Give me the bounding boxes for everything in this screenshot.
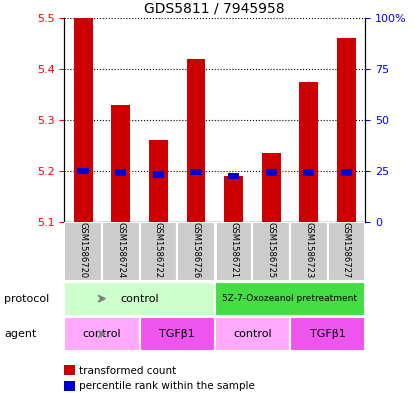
Text: TGFβ1: TGFβ1 xyxy=(310,329,345,339)
Text: TGFβ1: TGFβ1 xyxy=(159,329,195,339)
Text: GSM1586725: GSM1586725 xyxy=(267,222,276,278)
Bar xyxy=(252,222,290,281)
Bar xyxy=(215,222,252,281)
Text: GSM1586720: GSM1586720 xyxy=(78,222,88,278)
Bar xyxy=(153,171,164,178)
Text: control: control xyxy=(233,329,272,339)
Text: GSM1586722: GSM1586722 xyxy=(154,222,163,278)
Bar xyxy=(139,317,215,351)
Bar xyxy=(327,222,365,281)
Bar xyxy=(115,169,127,176)
Bar xyxy=(111,105,130,222)
Text: percentile rank within the sample: percentile rank within the sample xyxy=(79,381,255,391)
Text: GSM1586727: GSM1586727 xyxy=(342,222,351,279)
Bar xyxy=(341,169,352,176)
Text: control: control xyxy=(83,329,121,339)
Text: GSM1586721: GSM1586721 xyxy=(229,222,238,278)
Bar xyxy=(262,153,281,222)
Bar xyxy=(187,59,205,222)
Bar xyxy=(64,222,102,281)
Bar xyxy=(78,168,89,174)
Text: GSM1586724: GSM1586724 xyxy=(116,222,125,278)
Bar xyxy=(303,169,315,176)
Bar xyxy=(64,317,139,351)
Text: agent: agent xyxy=(4,329,37,339)
Bar xyxy=(290,222,327,281)
Bar xyxy=(74,18,93,222)
Bar xyxy=(102,222,139,281)
Bar xyxy=(224,176,243,222)
Bar xyxy=(149,140,168,222)
Bar xyxy=(215,282,365,316)
Bar xyxy=(139,222,177,281)
Bar xyxy=(64,282,215,316)
Bar xyxy=(337,38,356,222)
Bar xyxy=(215,317,290,351)
Bar xyxy=(266,169,277,176)
Bar xyxy=(228,173,239,179)
Text: transformed count: transformed count xyxy=(79,365,176,376)
Bar xyxy=(290,317,365,351)
Bar xyxy=(177,222,215,281)
Bar xyxy=(190,169,202,175)
Bar xyxy=(299,82,318,222)
Text: control: control xyxy=(120,294,159,304)
Text: 5Z-7-Oxozeanol pretreatment: 5Z-7-Oxozeanol pretreatment xyxy=(222,294,357,303)
Text: GSM1586726: GSM1586726 xyxy=(191,222,200,279)
Title: GDS5811 / 7945958: GDS5811 / 7945958 xyxy=(144,1,285,15)
Text: protocol: protocol xyxy=(4,294,49,304)
Text: GSM1586723: GSM1586723 xyxy=(304,222,313,279)
